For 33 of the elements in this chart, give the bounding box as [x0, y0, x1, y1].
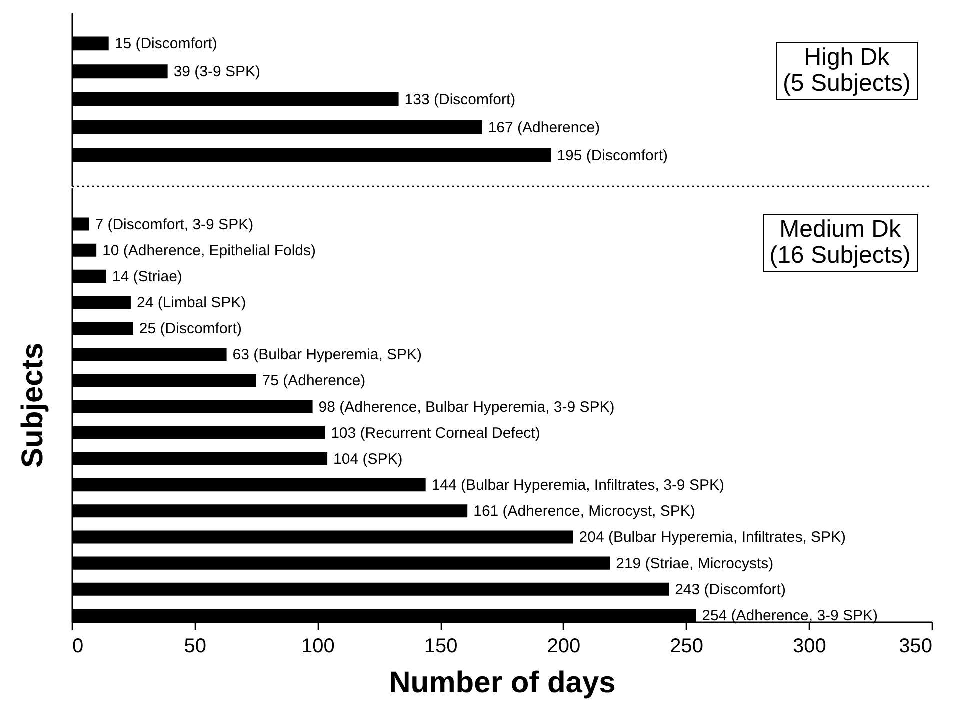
x-tick-label: 350: [899, 636, 932, 658]
x-tick-label: 250: [670, 636, 704, 658]
x-tick-label: 0: [72, 636, 84, 658]
data-label: 14 (Striae): [112, 268, 182, 286]
data-label: 15 (Discomfort): [114, 36, 218, 53]
data-label: 75 (Adherence): [262, 372, 366, 390]
data-label: 195 (Discomfort): [557, 147, 668, 164]
x-axis-title: Number of days: [389, 666, 616, 700]
x-tick-label: 50: [184, 636, 206, 658]
annotation: High Dk (5 Subjects): [776, 42, 918, 100]
data-label: 254 (Adherence, 3-9 SPK): [702, 607, 878, 624]
data-label: 219 (Striae, Microcysts): [616, 555, 774, 572]
data-label: 167 (Adherence): [488, 119, 600, 136]
data-label: 10 (Adherence, Epithelial Folds): [102, 242, 316, 260]
data-label: 98 (Adherence, Bulbar Hyperemia, 3-9 SPK): [318, 398, 615, 416]
data-label: 103 (Recurrent Corneal Defect): [331, 424, 540, 442]
x-tick-label: 200: [547, 636, 581, 658]
data-label: 161 (Adherence, Microcyst, SPK): [474, 503, 696, 520]
x-tick-label: 150: [424, 636, 458, 658]
data-label: 25 (Discomfort): [139, 320, 242, 338]
x-tick-label: 300: [792, 636, 826, 658]
annotation: Medium Dk (16 Subjects): [762, 214, 918, 272]
x-tick-label: 100: [302, 636, 335, 658]
data-label: 39 (3-9 SPK): [174, 64, 261, 81]
data-label: 104 (SPK): [334, 450, 403, 468]
data-label: 7 (Discomfort, 3-9 SPK): [95, 216, 254, 234]
data-label: 144 (Bulbar Hyperemia, Infiltrates, 3-9 SPK): [432, 477, 724, 494]
data-label: 133 (Discomfort): [404, 92, 516, 108]
y-axis-title: Subjects: [16, 342, 50, 468]
data-label: 63 (Bulbar Hyperemia, SPK): [232, 346, 422, 364]
data-label: 24 (Limbal SPK): [136, 294, 246, 312]
data-label: 204 (Bulbar Hyperemia, Infiltrates, SPK): [579, 529, 846, 546]
data-label: 243 (Discomfort): [675, 581, 786, 598]
